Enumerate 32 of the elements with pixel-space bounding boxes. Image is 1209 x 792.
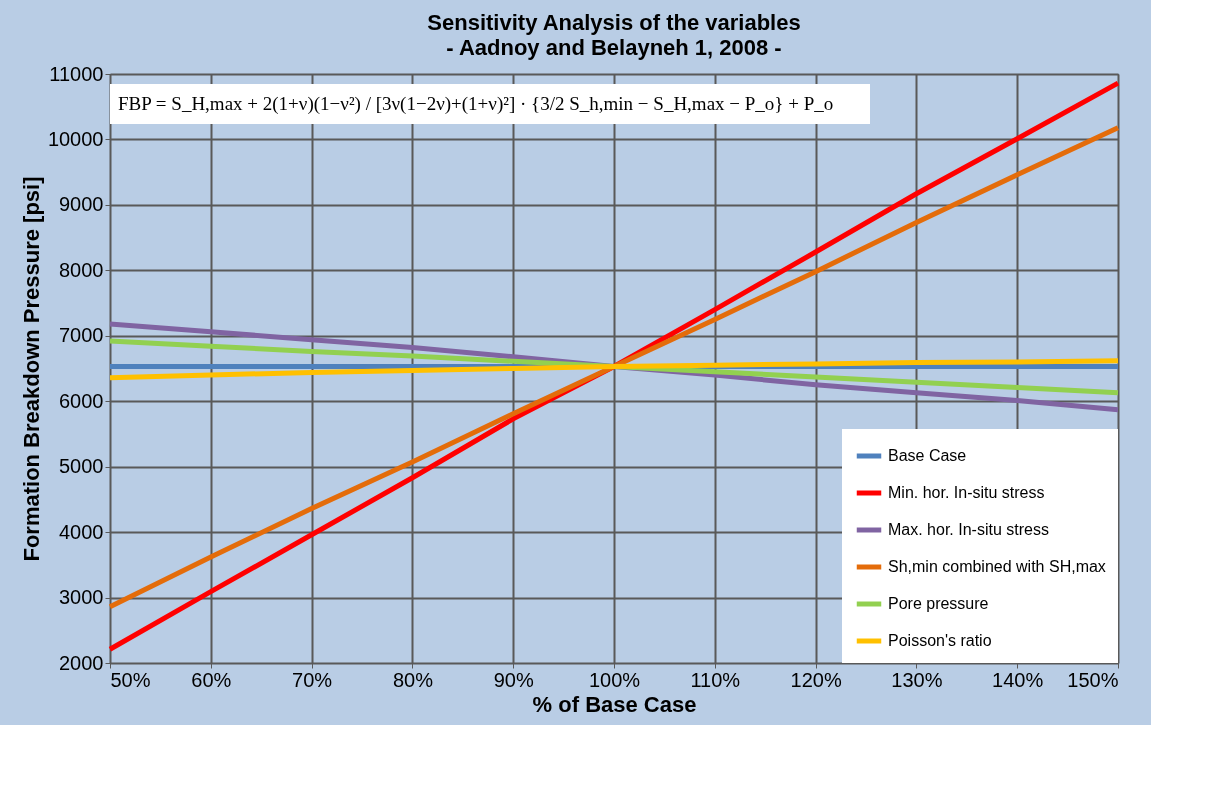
y-tick-label: 5000 — [59, 455, 104, 478]
y-tick-label: 10000 — [47, 127, 104, 150]
y-tick-label: 8000 — [59, 258, 104, 281]
y-tick-label: 6000 — [59, 389, 104, 412]
x-tick-label: 130% — [891, 668, 943, 691]
x-tick-label: 70% — [292, 668, 333, 691]
x-tick-label: 110% — [690, 668, 741, 691]
chart-subtitle: - Aadnoy and Belayneh 1, 2008 - — [446, 35, 782, 60]
x-tick-label: 120% — [790, 668, 842, 691]
x-tick-label: 150% — [1067, 668, 1119, 691]
x-tick-label: 60% — [191, 668, 232, 691]
legend-label: Pore pressure — [888, 595, 989, 612]
y-tick-label: 2000 — [59, 651, 104, 674]
legend-label: Sh,min combined with SH,max — [888, 558, 1106, 575]
x-tick-label: 90% — [493, 668, 534, 691]
y-tick-label: 4000 — [59, 520, 104, 543]
y-axis-title: Formation Breakdown Pressure [psi] — [18, 176, 44, 562]
y-tick-label: 11000 — [49, 62, 104, 85]
chart-title: Sensitivity Analysis of the variables — [427, 10, 801, 35]
x-tick-label: 50% — [110, 668, 151, 691]
legend-label: Poisson's ratio — [888, 632, 992, 649]
annotation: FBP = S_H,max + 2(1+ν)(1−ν²) / [3ν(1−2ν)+(1+ν)²] · {3/2 S_h,min − S_H,max − P_o} + P_o — [118, 93, 834, 115]
y-tick-label: 7000 — [59, 324, 104, 347]
legend-label: Min. hor. In-situ stress — [888, 484, 1045, 501]
y-tick-label: 9000 — [59, 193, 104, 216]
x-tick-label: 80% — [392, 668, 434, 691]
x-axis-title: % of Base Case — [532, 691, 697, 717]
legend-label: Base Case — [888, 447, 967, 464]
legend-label: Max. hor. In-situ stress — [888, 521, 1049, 538]
x-tick-label: 140% — [992, 668, 1044, 691]
y-tick-label: 3000 — [59, 586, 104, 609]
x-tick-label: 100% — [588, 668, 641, 691]
